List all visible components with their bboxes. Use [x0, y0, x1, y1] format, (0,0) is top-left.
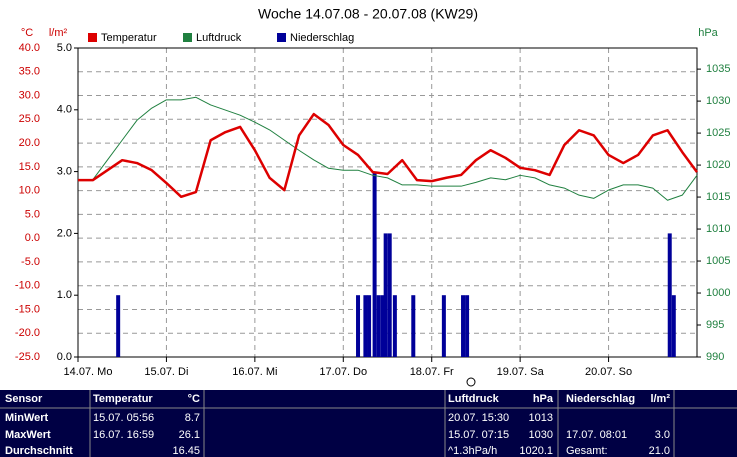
table-cell: 1030	[529, 429, 553, 441]
y3-tick-label: 0.0	[57, 351, 72, 363]
x-tick-label: 16.07. Mi	[232, 366, 277, 378]
precip-bar	[667, 233, 672, 357]
legend-label: Luftdruck	[196, 32, 242, 44]
chart-title: Woche 14.07.08 - 20.07.08 (KW29)	[258, 6, 478, 22]
y3-tick-label: 2.0	[57, 227, 72, 239]
y3-tick-label: 1.0	[57, 289, 72, 301]
legend-label: Niederschlag	[290, 32, 354, 44]
table-cell: MaxWert	[5, 429, 51, 441]
legend-label: Temperatur	[101, 32, 157, 44]
table-cell: 21.0	[649, 445, 670, 457]
y-axis-label: °C	[21, 27, 33, 39]
table-cell: 3.0	[655, 429, 670, 441]
y-tick-label: 10.0	[19, 185, 40, 197]
y-tick-label: 15.0	[19, 161, 40, 173]
table-background	[0, 390, 737, 457]
table-cell: 20.07. 15:30	[448, 412, 509, 424]
table-cell: 15.07. 05:56	[93, 412, 154, 424]
precip-bar	[461, 295, 466, 357]
y-tick-label: 20.0	[19, 137, 40, 149]
legend-swatch	[277, 33, 286, 42]
table-header: Sensor	[5, 393, 43, 405]
table-cell: Gesamt:	[566, 445, 608, 457]
x-tick-label: 19.07. Sa	[497, 366, 545, 378]
x-tick-label: 15.07. Di	[144, 366, 188, 378]
y-tick-label: 40.0	[19, 42, 40, 54]
y-tick-label: -20.0	[15, 327, 40, 339]
y-tick-label: -15.0	[15, 303, 40, 315]
precip-bar	[380, 295, 385, 357]
y2-tick-label: 1035	[706, 63, 730, 75]
table-cell: 16.07. 16:59	[93, 429, 154, 441]
precip-bar	[465, 295, 470, 357]
precip-bar	[441, 295, 446, 357]
precip-bar	[356, 295, 361, 357]
table-cell: 17.07. 08:01	[566, 429, 627, 441]
table-cell: 16.45	[172, 445, 200, 457]
y3-tick-label: 3.0	[57, 166, 72, 178]
table-cell: 1013	[529, 412, 553, 424]
y2-axis-label: hPa	[698, 27, 718, 39]
table-cell: ^1.3hPa/h	[448, 445, 497, 457]
y2-tick-label: 1005	[706, 255, 730, 267]
y2-tick-label: 1025	[706, 127, 730, 139]
series-line	[78, 112, 699, 199]
y-tick-label: -5.0	[21, 256, 40, 268]
precip-bar	[387, 233, 392, 357]
series-line	[78, 96, 698, 201]
y-tick-label: 35.0	[19, 66, 40, 78]
table-header: l/m²	[650, 393, 670, 405]
x-tick-label: 18.07. Fr	[410, 366, 454, 378]
precip-bar	[671, 295, 676, 357]
precip-bar	[383, 233, 388, 357]
table-cell: 26.1	[179, 429, 200, 441]
precip-bar	[392, 295, 397, 357]
y2-tick-label: 995	[706, 319, 724, 331]
y3-tick-label: 4.0	[57, 104, 72, 116]
precip-bar	[372, 171, 377, 357]
table-header: Temperatur	[93, 393, 153, 405]
legend-swatch	[88, 33, 97, 42]
precip-bar	[411, 295, 416, 357]
precip-bar	[363, 295, 368, 357]
y-tick-label: 30.0	[19, 89, 40, 101]
precip-bar	[116, 295, 121, 357]
table-header: Niederschlag	[566, 393, 635, 405]
y2-tick-label: 1010	[706, 223, 730, 235]
precip-bar	[376, 295, 381, 357]
y3-axis-label: l/m²	[49, 27, 68, 39]
y2-tick-label: 1020	[706, 159, 730, 171]
y2-tick-label: 1015	[706, 191, 730, 203]
legend-swatch	[183, 33, 192, 42]
table-dividers	[0, 390, 737, 457]
table-cell: 8.7	[185, 412, 200, 424]
table-cell: 1020.1	[519, 445, 553, 457]
y-tick-label: 25.0	[19, 113, 40, 125]
x-tick-label: 14.07. Mo	[64, 366, 113, 378]
x-tick-label: 17.07. Do	[319, 366, 367, 378]
table-header: Luftdruck	[448, 393, 500, 405]
table-cell: 15.07. 07:15	[448, 429, 509, 441]
table-header: °C	[188, 393, 200, 405]
table-cell: Durchschnitt	[5, 445, 73, 457]
stats-table: Sensor Temperatur °C Luftdruck hPa Niederschl…	[5, 393, 670, 457]
table-cell: MinWert	[5, 412, 49, 424]
y2-tick-label: 1000	[706, 287, 730, 299]
y-tick-label: -25.0	[15, 351, 40, 363]
y-tick-label: 0.0	[25, 232, 40, 244]
y2-tick-label: 990	[706, 351, 724, 363]
y2-tick-label: 1030	[706, 95, 730, 107]
table-header: hPa	[533, 393, 554, 405]
y3-tick-label: 5.0	[57, 42, 72, 54]
cursor-marker	[466, 377, 476, 387]
y-tick-label: -10.0	[15, 280, 40, 292]
y-tick-label: 5.0	[25, 208, 40, 220]
x-tick-label: 20.07. So	[585, 366, 632, 378]
precip-bar	[367, 295, 372, 357]
